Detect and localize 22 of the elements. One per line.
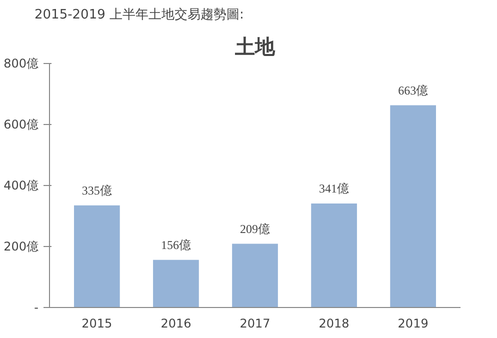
x-tick-label: 2017 [240,316,270,330]
chart-subtitle: 2015-2019 上半年土地交易趨勢圖: [34,6,244,22]
y-tick-label: 200億 [4,240,38,254]
x-tick-label: 2018 [318,316,350,330]
bar [74,205,120,308]
data-label: 156億 [160,238,191,252]
chart-title: 土地 [234,34,276,58]
data-label: 341億 [319,181,350,196]
x-tick-label: 2015 [82,316,112,330]
y-tick-label: 400億 [4,178,38,192]
data-label: 663億 [398,83,428,98]
bar [153,260,199,308]
y-tick-label: 800億 [4,56,38,70]
y-tick-label: 600億 [4,118,38,132]
x-tick-label: 2016 [160,316,192,330]
x-tick-label: 2019 [398,316,428,330]
bar [232,244,278,308]
bar [390,105,436,308]
bar [311,203,357,308]
data-label: 209億 [240,222,270,236]
data-label: 335億 [82,183,112,198]
y-tick-label: - [34,300,39,314]
